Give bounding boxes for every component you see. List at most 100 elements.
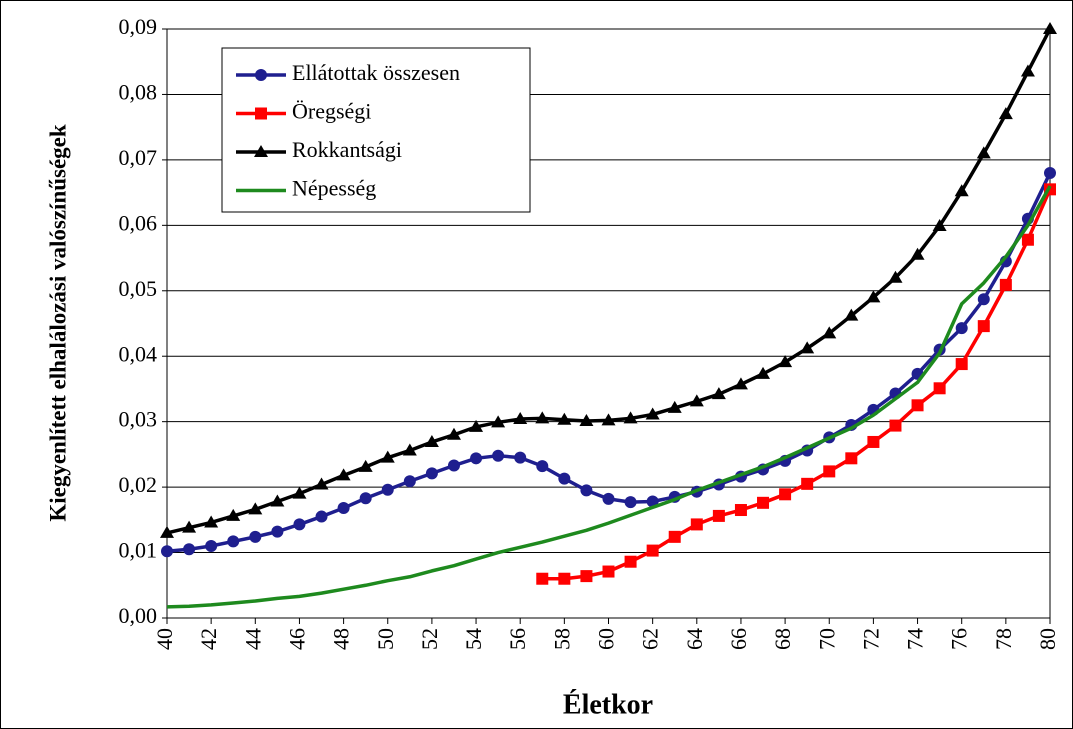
marker: [336, 468, 351, 481]
marker: [446, 427, 461, 440]
x-tick-label: 42: [196, 628, 221, 650]
marker: [491, 415, 506, 428]
x-tick-label: 54: [461, 628, 486, 650]
marker: [668, 530, 681, 543]
marker: [314, 477, 329, 490]
marker: [757, 496, 770, 509]
marker: [315, 510, 328, 523]
marker: [822, 326, 837, 339]
y-tick-label: 0,04: [119, 341, 158, 366]
marker: [711, 387, 726, 400]
legend-label: Népesség: [292, 176, 376, 201]
y-tick-label: 0,01: [119, 538, 158, 563]
legend-label: Rokkantsági: [292, 137, 402, 162]
x-tick-label: 44: [240, 628, 265, 650]
marker: [514, 451, 527, 464]
x-tick-label: 78: [991, 628, 1016, 650]
marker: [932, 218, 947, 231]
marker: [712, 509, 725, 522]
marker: [933, 382, 946, 395]
marker: [255, 107, 267, 120]
marker: [867, 435, 880, 448]
x-tick-label: 66: [726, 628, 751, 650]
marker: [402, 443, 417, 456]
marker: [646, 544, 659, 557]
marker: [293, 518, 306, 531]
marker: [183, 543, 196, 556]
marker: [602, 492, 615, 505]
x-tick-label: 50: [373, 628, 398, 650]
marker: [226, 508, 241, 521]
y-tick-label: 0,06: [119, 210, 158, 235]
marker: [601, 413, 616, 426]
y-tick-label: 0,02: [119, 472, 158, 497]
marker: [690, 518, 703, 531]
marker: [337, 502, 350, 515]
marker: [469, 419, 484, 432]
marker: [955, 322, 968, 335]
marker: [910, 247, 925, 260]
x-tick-label: 56: [505, 628, 530, 650]
marker: [779, 488, 792, 501]
y-tick-label: 0,07: [119, 145, 158, 170]
marker: [536, 572, 549, 585]
marker: [645, 407, 660, 420]
marker: [381, 483, 394, 496]
marker: [689, 394, 704, 407]
y-tick-label: 0,00: [119, 603, 158, 628]
marker: [1043, 22, 1057, 34]
legend: Ellátottak összesen Öregségi Rokkantsági Né…: [221, 47, 531, 213]
x-tick-label: 58: [549, 628, 574, 650]
marker: [733, 377, 748, 390]
marker: [558, 572, 571, 585]
marker: [580, 484, 593, 497]
marker: [557, 412, 572, 425]
marker: [270, 494, 285, 507]
marker: [254, 145, 268, 157]
marker: [492, 449, 505, 462]
y-tick-label: 0,05: [119, 276, 158, 301]
marker: [955, 358, 968, 371]
marker: [1020, 64, 1035, 77]
marker: [954, 184, 969, 197]
marker: [844, 308, 859, 321]
marker: [845, 452, 858, 465]
x-tick-label: 80: [1035, 628, 1060, 650]
x-tick-label: 52: [417, 628, 442, 650]
x-tick-label: 62: [638, 628, 663, 650]
marker: [359, 492, 372, 505]
y-tick-label: 0,08: [119, 79, 158, 104]
y-tick-label: 0,09: [119, 14, 158, 39]
marker: [380, 450, 395, 463]
marker: [358, 459, 373, 472]
marker: [249, 530, 262, 543]
marker: [447, 459, 460, 472]
x-tick-label: 68: [770, 628, 795, 650]
marker: [823, 465, 836, 478]
marker: [756, 366, 771, 379]
x-tick-label: 48: [329, 628, 354, 650]
x-tick-label: 46: [284, 628, 309, 650]
marker: [403, 475, 416, 488]
marker: [624, 555, 637, 568]
marker: [800, 341, 815, 354]
x-tick-label: 72: [858, 628, 883, 650]
x-tick-label: 70: [814, 628, 839, 650]
marker: [977, 320, 990, 333]
marker: [888, 270, 903, 283]
marker: [160, 525, 174, 538]
marker: [911, 399, 924, 412]
marker: [205, 540, 218, 553]
marker: [255, 69, 267, 81]
marker: [535, 411, 550, 424]
marker: [513, 412, 528, 425]
marker: [182, 520, 197, 533]
marker: [292, 486, 307, 499]
marker: [998, 107, 1013, 120]
marker: [778, 355, 793, 368]
x-tick-label: 76: [947, 628, 972, 650]
x-tick-label: 40: [152, 628, 177, 650]
marker: [667, 400, 682, 413]
marker: [161, 545, 173, 558]
